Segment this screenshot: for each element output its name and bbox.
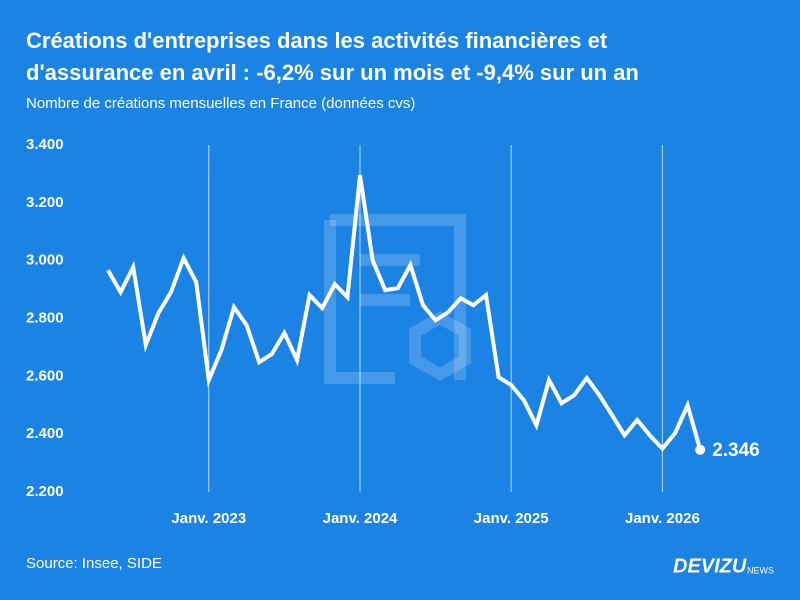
x-tick-label: Janv. 2026 bbox=[625, 510, 700, 527]
title-line: d'assurance en avril : -6,2% sur un mois… bbox=[26, 60, 639, 85]
source: Source: Insee, SIDE bbox=[26, 555, 162, 572]
y-tick-label: 3.400 bbox=[26, 136, 64, 153]
y-tick-label: 2.800 bbox=[26, 309, 64, 326]
value-label: 2.346 bbox=[712, 440, 760, 461]
subtitle: Nombre de créations mensuelles en France… bbox=[26, 95, 415, 112]
y-tick-label: 3.000 bbox=[26, 252, 64, 269]
x-tick-label: Janv. 2025 bbox=[474, 510, 549, 527]
y-tick-label: 2.600 bbox=[26, 367, 64, 384]
line bbox=[106, 174, 703, 452]
x-tick-label: Janv. 2023 bbox=[171, 510, 246, 527]
y-tick-label: 3.200 bbox=[26, 194, 64, 211]
end-point bbox=[695, 444, 706, 455]
watermark bbox=[324, 214, 471, 384]
y-tick-label: 2.400 bbox=[26, 425, 64, 442]
y-tick-label: 2.200 bbox=[26, 483, 64, 500]
title-line: Créations d'entreprises dans les activit… bbox=[26, 28, 608, 53]
brand: DEVIZU bbox=[673, 555, 747, 577]
x-tick-label: Janv. 2024 bbox=[323, 510, 398, 527]
brand-suffix: NEWS bbox=[747, 565, 774, 575]
